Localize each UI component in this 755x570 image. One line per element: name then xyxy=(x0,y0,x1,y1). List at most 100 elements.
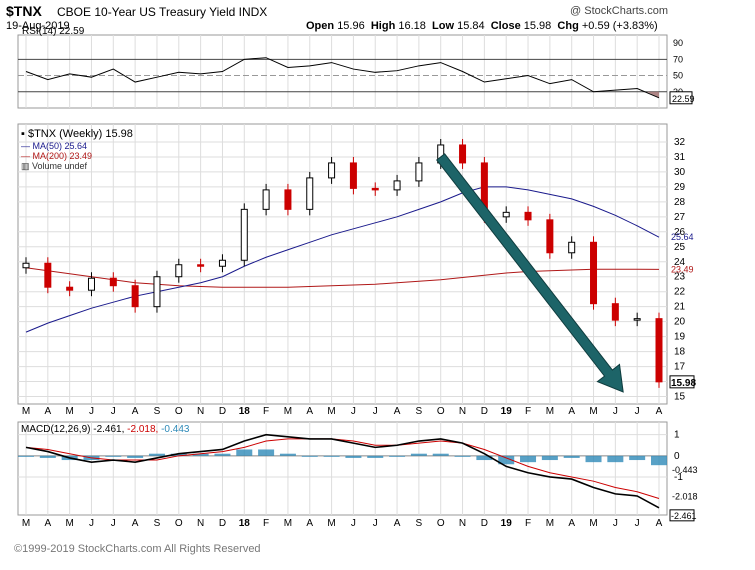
candle-body xyxy=(131,285,139,308)
close-value: 15.98 xyxy=(523,20,552,32)
price-x-tick: A xyxy=(568,406,575,417)
price-x-tick: N xyxy=(197,406,204,417)
macd-histogram-bar xyxy=(105,455,122,457)
macd-x-tick: A xyxy=(44,518,51,529)
macd-x-tick: M xyxy=(22,518,30,529)
price-x-tick: M xyxy=(65,406,73,417)
macd-x-tick: F xyxy=(525,518,531,529)
candle-body xyxy=(262,189,270,210)
macd-histogram-bar xyxy=(192,453,209,456)
candle-body xyxy=(284,189,292,210)
macd-x-tick: N xyxy=(197,518,204,529)
macd-histogram-bar xyxy=(541,455,558,461)
price-x-tick: N xyxy=(459,406,466,417)
macd-x-tick: A xyxy=(306,518,313,529)
macd-last-value-box xyxy=(669,509,695,522)
candle-body xyxy=(22,262,30,269)
macd-histogram-bar xyxy=(432,453,449,456)
macd-x-tick: O xyxy=(437,518,445,529)
rsi-y-tick: 90 xyxy=(673,38,683,48)
macd-histogram-bar xyxy=(520,455,537,463)
volume-legend: ▥ Volume undef xyxy=(21,161,88,171)
macd-legend-hist: -0.443 xyxy=(161,424,190,435)
macd-x-tick: J xyxy=(89,518,94,529)
price-x-tick: M xyxy=(589,406,597,417)
quote-summary: Open 15.96 High 16.18 Low 15.84 Close 15… xyxy=(306,20,658,32)
macd-x-tick: A xyxy=(132,518,139,529)
macd-y-tick: 1 xyxy=(674,430,680,441)
price-x-tick: D xyxy=(481,406,488,417)
macd-panel-frame xyxy=(17,421,668,516)
rsi-y-tick: 50 xyxy=(673,71,683,81)
macd-histogram-bar xyxy=(345,455,362,458)
low-value: 15.84 xyxy=(457,20,485,32)
rsi-last-value-box xyxy=(669,91,693,105)
price-x-tick: F xyxy=(263,406,269,417)
price-x-tick: J xyxy=(635,406,640,417)
macd-x-tick: A xyxy=(656,518,663,529)
macd-x-tick: D xyxy=(481,518,488,529)
open-label: Open xyxy=(306,20,335,32)
macd-histogram-bar xyxy=(629,455,646,461)
macd-histogram-bar xyxy=(127,455,144,458)
candle-body xyxy=(502,211,510,218)
macd-x-tick: J xyxy=(635,518,640,529)
macd-legend-signal: -2.018, xyxy=(127,424,161,435)
close-label: Close xyxy=(490,20,521,32)
security-name: CBOE 10-Year US Treasury Yield INDX xyxy=(57,5,268,19)
candle-body xyxy=(459,144,467,164)
price-x-tick: 18 xyxy=(239,406,251,417)
macd-histogram-bar xyxy=(258,449,275,456)
price-x-tick: M xyxy=(546,406,554,417)
candle-body xyxy=(306,177,314,210)
macd-histogram-bar xyxy=(279,453,296,456)
ma200-legend: — MA(200) 23.49 xyxy=(21,151,92,161)
low-label: Low xyxy=(432,20,455,32)
price-y-tick: 29 xyxy=(674,182,686,193)
candle-body xyxy=(546,219,554,254)
candle-body xyxy=(415,162,423,182)
price-y-tick: 17 xyxy=(674,362,686,373)
change-value: +0.59 (+3.83%) xyxy=(581,20,658,32)
macd-histogram-bar xyxy=(410,453,427,456)
price-x-tick: A xyxy=(132,406,139,417)
ma50-legend: — MA(50) 25.64 xyxy=(21,141,87,151)
price-y-tick: 25 xyxy=(674,242,686,253)
price-y-tick: 22 xyxy=(674,287,686,298)
price-x-tick: J xyxy=(89,406,94,417)
macd-histogram-bar xyxy=(389,455,406,457)
price-y-tick: 32 xyxy=(674,137,686,148)
ma200-line xyxy=(25,267,660,288)
macd-x-tick: M xyxy=(327,518,335,529)
price-x-tick: O xyxy=(437,406,445,417)
macd-x-tick: M xyxy=(589,518,597,529)
macd-histogram-bar xyxy=(498,455,515,465)
candle-body xyxy=(44,262,52,288)
price-y-tick: 21 xyxy=(674,302,686,313)
ma50-line xyxy=(25,186,660,333)
price-x-tick: M xyxy=(327,406,335,417)
price-y-tick: 19 xyxy=(674,332,686,343)
candle-body xyxy=(590,241,598,305)
price-y-tick: 23 xyxy=(674,272,686,283)
watermark: @ StockCharts.com xyxy=(570,5,668,17)
candle-body xyxy=(393,180,401,191)
macd-histogram-bar xyxy=(39,455,56,458)
candle-body xyxy=(240,208,248,261)
candle-body xyxy=(633,318,641,321)
macd-x-tick: O xyxy=(175,518,183,529)
quote-date: 19-Aug-2019 xyxy=(6,20,70,32)
price-x-tick: A xyxy=(394,406,401,417)
macd-histogram-bar xyxy=(301,455,318,457)
price-x-tick: A xyxy=(306,406,313,417)
macd-x-tick: S xyxy=(154,518,161,529)
macd-signal-line xyxy=(25,438,660,499)
macd-x-tick: A xyxy=(394,518,401,529)
price-y-tick: 31 xyxy=(674,152,686,163)
macd-histogram-bar xyxy=(607,455,624,463)
price-x-tick: M xyxy=(22,406,30,417)
ma200-last-value: 23.49 xyxy=(671,264,694,274)
macd-histogram-bar xyxy=(454,455,471,457)
price-y-tick: 27 xyxy=(674,212,686,223)
price-x-tick: D xyxy=(219,406,226,417)
